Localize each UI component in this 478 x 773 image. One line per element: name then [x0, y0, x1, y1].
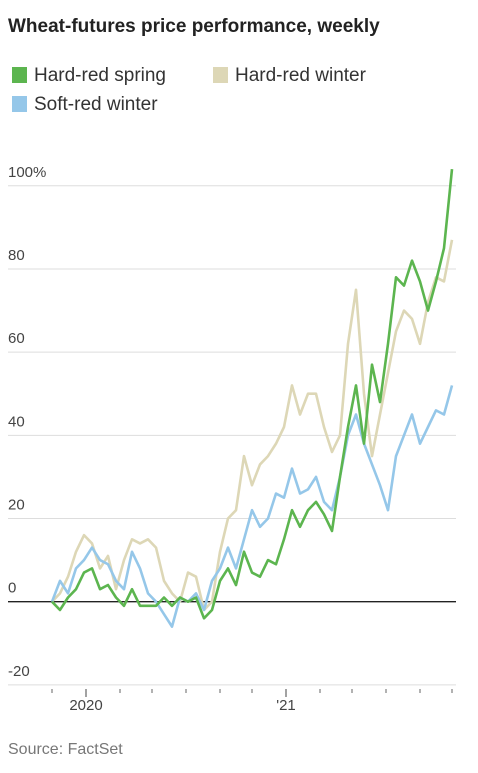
legend-swatch — [12, 67, 27, 83]
y-tick-label: 20 — [8, 496, 25, 513]
series-line — [51, 169, 454, 620]
legend-swatch — [213, 67, 228, 83]
legend-label: Hard-red spring — [34, 65, 166, 86]
chart-title: Wheat-futures price performance, weekly — [8, 16, 380, 37]
series-line — [50, 385, 454, 628]
y-tick-label: 80 — [8, 247, 25, 264]
x-tick-label: '21 — [276, 697, 296, 714]
legend-swatch — [12, 96, 27, 112]
y-tick-label: 40 — [8, 413, 25, 430]
y-tick-label: 60 — [8, 330, 25, 347]
legend-label: Soft-red winter — [34, 94, 158, 115]
y-tick-label: -20 — [8, 663, 30, 680]
series-line — [51, 239, 454, 612]
source-note: Source: FactSet — [8, 741, 123, 758]
y-tick-label: 100% — [8, 164, 46, 181]
legend-label: Hard-red winter — [235, 65, 367, 86]
x-tick-label: 2020 — [69, 697, 102, 714]
y-tick-label: 0 — [8, 580, 16, 597]
